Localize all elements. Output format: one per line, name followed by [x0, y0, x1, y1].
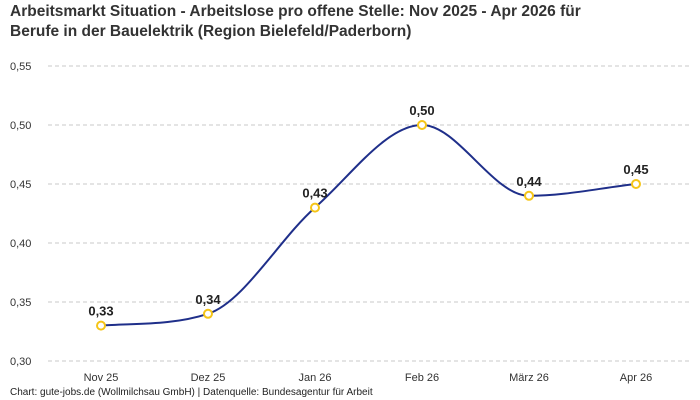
- series-line: [100, 123, 637, 327]
- y-tick-label: 0,40: [10, 238, 31, 250]
- data-point: [310, 202, 320, 213]
- y-tick-label: 0,35: [10, 297, 31, 309]
- data-point: [203, 308, 213, 319]
- data-point: [417, 120, 427, 130]
- data-label: 0,33: [88, 304, 113, 319]
- x-tick-label: Nov 25: [84, 372, 119, 384]
- x-tick-label: Apr 26: [620, 372, 652, 384]
- chart-title-line-1: Arbeitsmarkt Situation - Arbeitslose pro…: [10, 3, 581, 20]
- y-tick-label: 0,45: [10, 179, 31, 191]
- data-label: 0,45: [623, 162, 648, 177]
- y-tick-label: 0,50: [10, 120, 31, 132]
- data-point: [96, 320, 106, 331]
- x-tick-label: Dez 25: [191, 372, 226, 384]
- y-tick-label: 0,55: [10, 61, 31, 73]
- chart-title: Arbeitsmarkt Situation - Arbeitslose pro…: [10, 2, 690, 42]
- y-tick-label: 0,30: [10, 356, 31, 368]
- x-tick-label: Jan 26: [298, 372, 331, 384]
- data-point: [524, 190, 534, 201]
- data-label: 0,34: [195, 292, 221, 307]
- chart-footer: Chart: gute-jobs.de (Wollmilchsau GmbH) …: [10, 387, 373, 398]
- chart-title-line-2: Berufe in der Bauelektrik (Region Bielef…: [10, 23, 412, 40]
- data-point: [631, 179, 641, 189]
- data-label: 0,44: [516, 174, 542, 189]
- data-label: 0,43: [302, 186, 327, 201]
- data-label: 0,50: [409, 103, 434, 118]
- x-tick-label: März 26: [509, 372, 549, 384]
- x-tick-label: Feb 26: [405, 372, 439, 384]
